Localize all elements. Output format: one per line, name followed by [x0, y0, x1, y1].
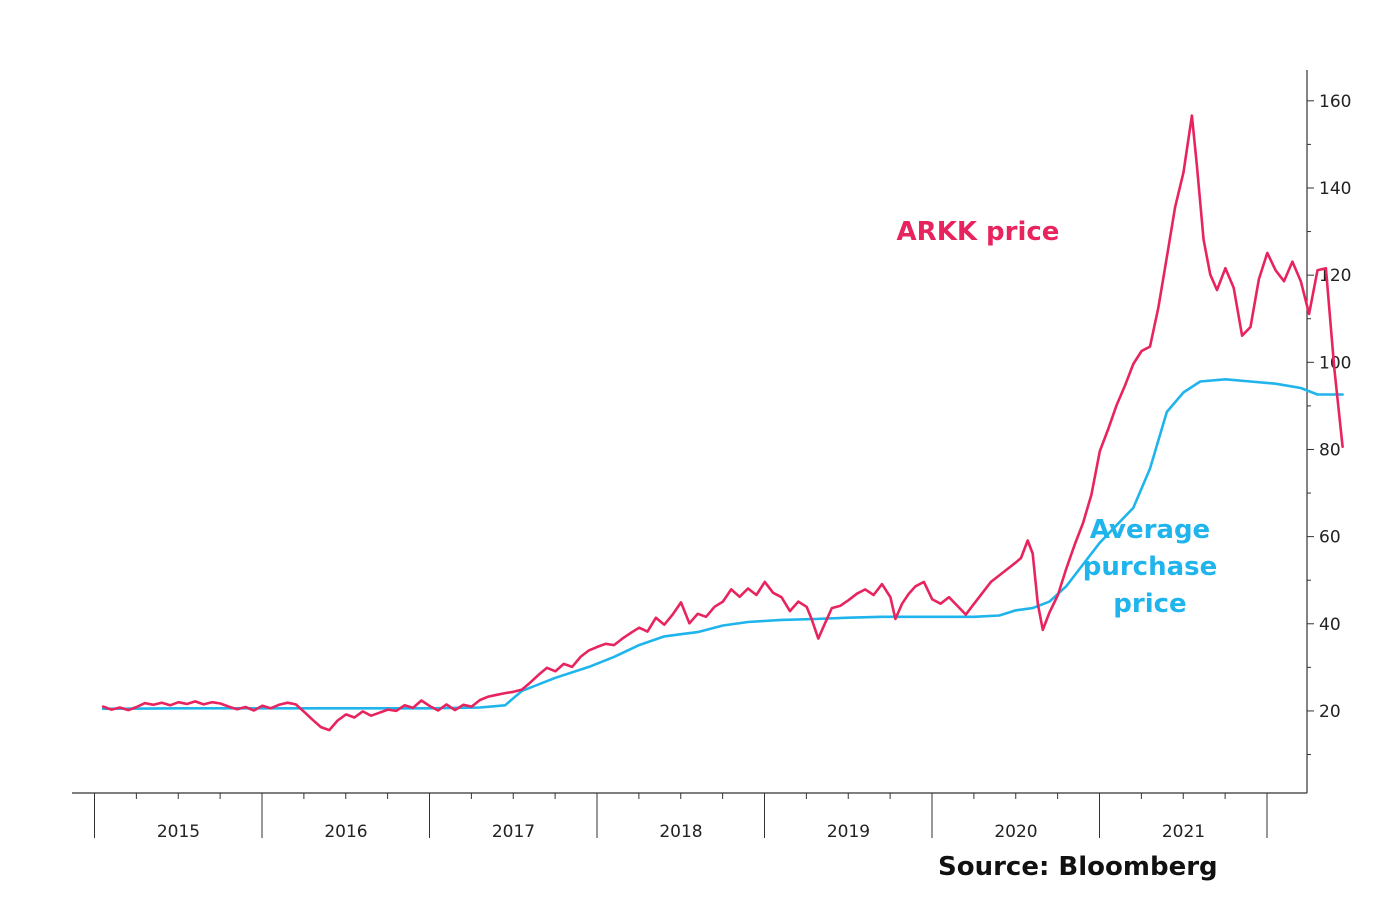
y-tick-label: 140	[1319, 179, 1351, 199]
y-tick-label: 20	[1319, 702, 1341, 722]
y-tick-label: 60	[1319, 528, 1341, 548]
x-tick-label: 2019	[827, 822, 870, 842]
x-tick-label: 2018	[659, 822, 702, 842]
average-purchase-price-label: price	[1113, 589, 1186, 619]
average-purchase-price-label: Average	[1090, 515, 1210, 545]
average-purchase-price-line	[101, 378, 1344, 711]
y-tick-label: 100	[1319, 353, 1351, 373]
y-tick-label: 80	[1319, 440, 1341, 460]
x-tick-label: 2017	[492, 822, 535, 842]
arkk-price-label: ARKK price	[897, 217, 1060, 247]
y-tick-label: 40	[1319, 615, 1341, 635]
series-lines	[101, 114, 1344, 732]
arkk-price-line	[101, 114, 1344, 732]
x-tick-label: 2016	[324, 822, 367, 842]
y-tick-label: 160	[1319, 92, 1351, 112]
x-tick-label: 2015	[157, 822, 200, 842]
x-tick-label: 2020	[994, 822, 1037, 842]
series-labels: ARKK price Average purchase price	[897, 217, 1218, 619]
average-purchase-price-label: purchase	[1083, 552, 1218, 582]
x-tick-label: 2021	[1162, 822, 1205, 842]
source-note: Source: Bloomberg	[938, 852, 1218, 882]
